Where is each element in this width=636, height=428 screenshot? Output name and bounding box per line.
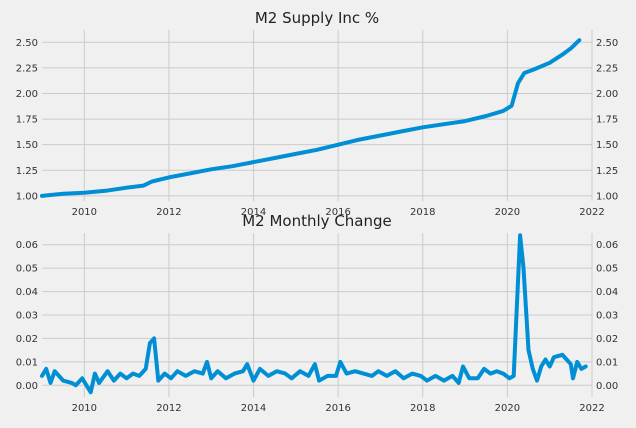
chart-title: M2 Supply Inc % [255, 9, 379, 27]
y-tick-label-left: 0.04 [16, 287, 38, 298]
y-tick-label-right: 0.06 [596, 240, 618, 251]
x-tick-label: 2020 [495, 403, 520, 414]
x-tick-label: 2010 [72, 207, 97, 218]
y-tick-label-right: 1.25 [596, 166, 618, 177]
x-tick-label: 2022 [579, 403, 604, 414]
y-tick-label-left: 0.00 [16, 381, 38, 392]
y-tick-label-left: 1.00 [16, 191, 38, 202]
x-tick-label: 2016 [325, 207, 350, 218]
y-tick-label-left: 1.50 [16, 140, 38, 151]
y-tick-label-right: 1.75 [596, 115, 618, 126]
y-tick-label-left: 1.75 [16, 115, 38, 126]
x-tick-label: 2018 [410, 403, 435, 414]
x-tick-label: 2016 [325, 403, 350, 414]
chart-title: M2 Monthly Change [242, 212, 392, 230]
x-tick-label: 2012 [156, 207, 181, 218]
x-tick-label: 2022 [579, 207, 604, 218]
y-tick-label-right: 0.05 [596, 264, 618, 275]
x-tick-label: 2010 [72, 403, 97, 414]
y-tick-label-left: 0.05 [16, 264, 38, 275]
x-tick-label: 2020 [495, 207, 520, 218]
y-tick-label-right: 1.00 [596, 191, 618, 202]
y-tick-label-right: 0.00 [596, 381, 618, 392]
y-tick-label-right: 0.01 [596, 357, 618, 368]
y-tick-label-right: 2.00 [596, 89, 618, 100]
y-tick-label-left: 0.03 [16, 311, 38, 322]
y-tick-label-right: 0.02 [596, 334, 618, 345]
y-tick-label-left: 2.50 [16, 38, 38, 49]
x-tick-label: 2018 [410, 207, 435, 218]
y-tick-label-left: 1.25 [16, 166, 38, 177]
y-tick-label-right: 1.50 [596, 140, 618, 151]
chart-panel-1: M2 Supply Inc % 1.00 1.00 1.25 1.25 1.50 1.50 1… [16, 9, 619, 218]
y-tick-label-right: 0.04 [596, 287, 618, 298]
y-tick-label-right: 0.03 [596, 311, 618, 322]
y-tick-label-left: 2.00 [16, 89, 38, 100]
y-tick-label-right: 2.25 [596, 63, 618, 74]
y-tick-label-left: 2.25 [16, 63, 38, 74]
x-tick-label: 2012 [156, 403, 181, 414]
y-tick-label-left: 0.02 [16, 334, 38, 345]
x-tick-label: 2014 [241, 403, 266, 414]
series-line [40, 233, 588, 395]
x-tick-label: 2014 [241, 207, 266, 218]
y-tick-label-right: 2.50 [596, 38, 618, 49]
y-tick-label-left: 0.01 [16, 357, 38, 368]
chart-panel-2: M2 Monthly Change 0.00 0.00 0.01 0.01 0.02 0.0… [16, 212, 619, 414]
y-tick-label-left: 0.06 [16, 240, 38, 251]
series-line [40, 38, 582, 198]
